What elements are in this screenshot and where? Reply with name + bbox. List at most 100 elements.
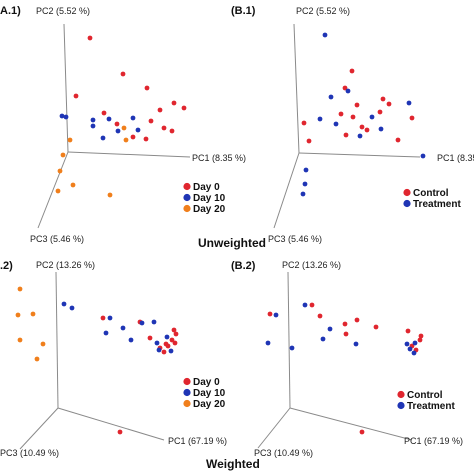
a2-pc1-label: PC1 (67.19 %) <box>168 436 227 446</box>
a2-point-day-0-5 <box>169 337 175 343</box>
a2-legend-marker-2 <box>183 399 191 408</box>
a1-pc2-label: PC2 (5.52 %) <box>36 6 90 16</box>
a2-point-day-10-9 <box>156 347 162 353</box>
b1-point-control-12 <box>395 137 401 143</box>
a2-legend-marker-0 <box>183 377 191 386</box>
a2-legend-marker-1 <box>183 388 191 397</box>
a1-point-day-20-1 <box>123 137 129 143</box>
b1-point-treatment-5 <box>317 116 323 122</box>
a1-points <box>55 35 187 198</box>
panel-b1: (B.1) PC2 (5.52 %) PC1 (8.35 PC3 (5.46 %… <box>231 5 474 244</box>
b1-point-control-10 <box>343 132 349 138</box>
b2-axis-pc1 <box>289 407 413 441</box>
a1-point-day-0-4 <box>171 100 177 106</box>
a2-legend-label-1: Day 10 <box>193 388 226 399</box>
b2-legend-marker-1 <box>397 401 405 410</box>
b1-point-treatment-1 <box>328 94 334 100</box>
a1-legend-marker-0 <box>183 182 191 191</box>
a1-point-day-0-13 <box>143 136 149 142</box>
panel-a1: A.1) PC2 (5.52 %) PC1 (8.35 %) PC3 (5.46… <box>0 5 246 244</box>
b2-point-control-5 <box>343 331 349 337</box>
a2-pc2-label: PC2 (13.26 %) <box>36 260 95 270</box>
a1-point-day-10-2 <box>90 117 96 123</box>
b1-pc2-label: PC2 (5.52 %) <box>296 6 350 16</box>
a2-point-day-20-2 <box>30 311 36 317</box>
a1-point-day-0-12 <box>130 134 136 140</box>
b1-point-control-9 <box>364 127 370 133</box>
a2-point-day-10-3 <box>120 325 126 331</box>
b1-point-control-13 <box>409 115 415 121</box>
b1-point-control-5 <box>338 111 344 117</box>
b1-point-control-7 <box>301 120 307 126</box>
b1-point-control-6 <box>350 114 356 120</box>
a1-point-day-10-5 <box>90 123 96 129</box>
a2-point-day-10-8 <box>154 340 160 346</box>
a2-axis-pc1 <box>57 407 165 441</box>
a1-point-day-0-5 <box>157 107 163 113</box>
a2-point-day-0-4 <box>173 331 179 337</box>
b2-legend-label-1: Treatment <box>407 401 455 412</box>
a1-point-day-10-3 <box>106 116 112 122</box>
a1-point-day-20-2 <box>67 137 73 143</box>
a1-point-day-20-5 <box>70 182 76 188</box>
a2-point-day-10-0 <box>61 301 67 307</box>
b1-axis-pc2 <box>293 23 300 154</box>
a1-legend-label-0: Day 0 <box>193 182 220 193</box>
a2-axis-pc3 <box>19 407 59 450</box>
b1-point-control-14 <box>377 109 383 115</box>
b1-legend-marker-1 <box>403 199 411 208</box>
a2-legend-label-0: Day 0 <box>193 377 220 388</box>
a2-point-day-10-7 <box>128 337 134 343</box>
b1-legend-label-1: Treatment <box>413 199 461 210</box>
b2-pc3-label: PC3 (10.49 %) <box>254 448 313 458</box>
b1-point-control-4 <box>386 101 392 107</box>
b1-point-treatment-6 <box>333 121 339 127</box>
panel-b2: (B.2) PC2 (13.26 %) PC1 (67.19 %) PC3 (1… <box>231 260 463 458</box>
a2-point-day-0-2 <box>147 335 153 341</box>
b1-point-treatment-10 <box>302 181 308 187</box>
a1-point-day-0-2 <box>144 85 150 91</box>
a1-point-day-0-3 <box>73 93 79 99</box>
b2-point-control-2 <box>317 313 323 319</box>
a2-points <box>15 286 179 435</box>
a2-legend-label-2: Day 20 <box>193 399 226 410</box>
b2-point-treatment-4 <box>265 340 271 346</box>
b2-point-treatment-10 <box>320 336 326 342</box>
b1-point-control-1 <box>342 85 348 91</box>
b2-point-treatment-5 <box>404 341 410 347</box>
b1-pc3-label: PC3 (5.46 %) <box>268 234 322 244</box>
b2-legend-label-0: Control <box>407 390 443 401</box>
a1-point-day-0-1 <box>120 71 126 77</box>
a1-point-day-0-7 <box>181 105 187 111</box>
b2-point-control-0 <box>267 311 273 317</box>
a1-point-day-20-4 <box>57 168 63 174</box>
a2-axis-pc2 <box>55 271 59 409</box>
b1-point-control-11 <box>306 138 312 144</box>
b1-point-control-8 <box>359 124 365 130</box>
a1-legend-marker-1 <box>183 193 191 202</box>
b1-panel-label: (B.1) <box>231 5 256 17</box>
b1-point-treatment-8 <box>378 126 384 132</box>
b1-point-control-0 <box>349 68 355 74</box>
a1-point-day-0-8 <box>148 118 154 124</box>
a1-point-day-0-10 <box>161 125 167 131</box>
a2-point-day-20-5 <box>34 356 40 362</box>
a1-point-day-10-8 <box>100 135 106 141</box>
b1-legend-marker-0 <box>403 188 411 197</box>
a2-pc3-label: PC3 (10.49 %) <box>0 448 59 458</box>
b1-point-treatment-2 <box>345 88 351 94</box>
a2-point-day-0-9 <box>165 343 171 349</box>
a2-point-day-0-11 <box>117 429 123 435</box>
b1-points <box>300 32 426 197</box>
b1-point-treatment-12 <box>300 191 306 197</box>
b2-axis-pc3 <box>257 407 291 449</box>
a1-axis-pc2 <box>63 23 69 153</box>
b2-panel-label: (B.2) <box>231 260 256 272</box>
b2-point-control-12 <box>359 429 365 435</box>
b2-point-treatment-0 <box>273 312 279 318</box>
a1-axis-pc3 <box>37 151 69 229</box>
a2-point-day-10-2 <box>107 315 113 321</box>
b2-points <box>265 302 424 435</box>
